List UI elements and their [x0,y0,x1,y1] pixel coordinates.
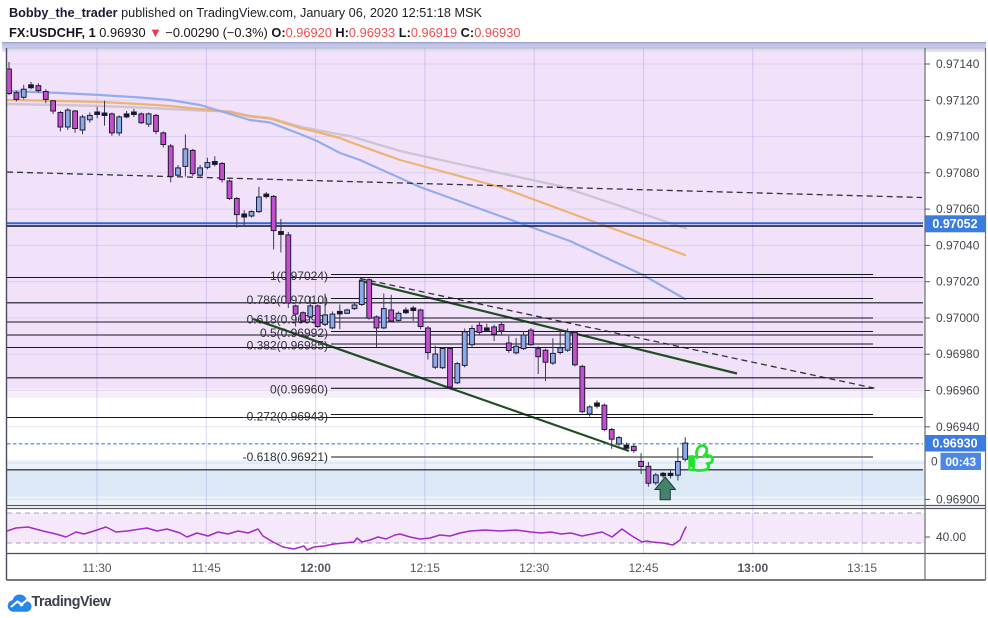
svg-text:Bobby_the_trader published on: Bobby_the_trader published on TradingVie… [9,6,483,20]
svg-text:0.96960: 0.96960 [936,384,980,398]
svg-text:12:30: 12:30 [519,561,549,575]
svg-text:FX:USDCHF, 1 0.96930 ▼ −0.002: FX:USDCHF, 1 0.96930 ▼ −0.00290 (−0.3%) … [9,25,520,40]
svg-text:0(0.96960): 0(0.96960) [270,383,328,397]
svg-text:11:30: 11:30 [82,561,111,575]
svg-text:0.96900: 0.96900 [936,492,980,506]
svg-text:0.97020: 0.97020 [936,275,980,289]
svg-text:11:45: 11:45 [192,561,221,575]
svg-text:-0.272(0.96943): -0.272(0.96943) [243,410,328,424]
svg-text:TradingView: TradingView [32,594,112,610]
svg-text:0.382(0.96985): 0.382(0.96985) [247,339,328,353]
svg-text:0.97040: 0.97040 [936,238,980,252]
svg-text:0.5(0.96992): 0.5(0.96992) [260,326,328,340]
svg-text:0.97120: 0.97120 [936,93,980,107]
svg-text:12:45: 12:45 [628,561,658,575]
svg-text:13:15: 13:15 [847,561,877,575]
svg-text:0.96930: 0.96930 [932,437,977,451]
svg-text:0.96980: 0.96980 [936,347,980,361]
svg-text:40.00: 40.00 [936,530,966,544]
svg-text:0: 0 [931,455,938,469]
svg-text:0.96940: 0.96940 [936,420,980,434]
svg-text:0.97100: 0.97100 [936,130,980,144]
svg-text:0.97060: 0.97060 [936,202,980,216]
svg-text:13:00: 13:00 [737,561,768,575]
svg-text:12:15: 12:15 [410,561,440,575]
svg-text:0.97140: 0.97140 [936,57,980,71]
svg-text:0.97052: 0.97052 [932,217,977,231]
svg-text:0.97080: 0.97080 [936,166,980,180]
svg-text:12:00: 12:00 [300,561,331,575]
svg-text:00:43: 00:43 [945,455,976,469]
svg-text:1(0.97024): 1(0.97024) [270,269,328,283]
svg-text:-0.618(0.96921): -0.618(0.96921) [243,450,328,464]
svg-text:0.97000: 0.97000 [936,311,980,325]
